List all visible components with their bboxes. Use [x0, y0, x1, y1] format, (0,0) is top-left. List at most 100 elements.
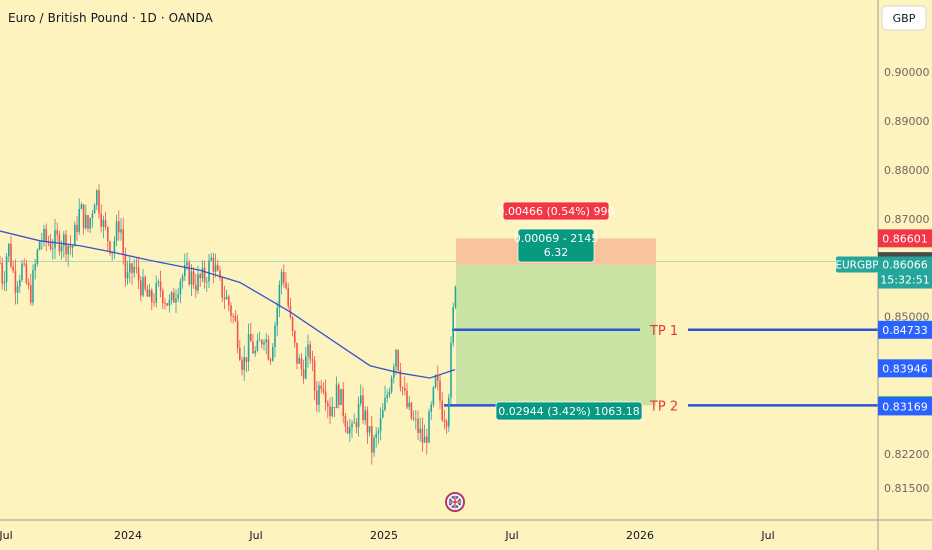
candle-body	[140, 280, 142, 296]
candle-body	[287, 288, 289, 307]
candle-body	[201, 267, 204, 279]
candle-body	[157, 281, 160, 283]
y-tick-label: 0.81500	[884, 482, 930, 495]
candle-body	[441, 400, 443, 420]
candle-body	[122, 229, 124, 254]
candle-body	[36, 249, 39, 265]
candle-body	[71, 245, 74, 248]
moving-average-line	[0, 230, 456, 379]
candle-body	[397, 350, 399, 371]
candle-body	[27, 282, 30, 286]
candle-body	[52, 248, 54, 250]
candle-body	[164, 302, 166, 304]
open-pnl-box-bg	[517, 228, 595, 263]
candle-body	[199, 274, 201, 279]
chart-title: Euro / British Pound · 1D · OANDA	[8, 11, 213, 25]
candle-body	[437, 375, 439, 381]
candle-body	[221, 277, 223, 298]
candle-body	[318, 385, 320, 405]
y-tick-label: 0.85000	[884, 311, 930, 324]
candle-body	[43, 228, 45, 242]
candle-body	[45, 228, 47, 242]
y-tick-label: 0.90000	[884, 66, 930, 79]
candle-body	[184, 265, 186, 277]
candle-body	[404, 387, 406, 391]
candle-body	[137, 267, 140, 281]
candle-body	[371, 426, 373, 453]
candle-body	[206, 281, 208, 283]
candle-body	[14, 270, 17, 293]
symbol-tag-text: EURGBP	[835, 260, 878, 272]
stop-loss-box: 0.00466 (0.54%) 990	[497, 201, 615, 221]
candle-body	[311, 359, 314, 361]
candle-body	[175, 298, 177, 303]
candle-body	[89, 218, 91, 229]
candle-body	[366, 410, 369, 433]
candle-body	[135, 266, 138, 268]
candle-body	[320, 385, 322, 389]
candle-body	[93, 205, 96, 214]
candle-body	[104, 219, 107, 228]
candle-body	[239, 347, 241, 360]
candle-body	[78, 208, 80, 233]
candle-body	[300, 358, 303, 370]
candle-body	[280, 271, 283, 285]
candle-body	[82, 204, 85, 229]
candle-body	[265, 339, 267, 343]
candle-body	[368, 426, 371, 433]
candle-body	[254, 350, 256, 354]
candle-body	[179, 281, 182, 295]
candle-body	[417, 418, 419, 433]
candle-body	[357, 403, 360, 428]
candle-body	[346, 426, 349, 434]
candle-body	[49, 243, 52, 250]
candle-body	[353, 422, 355, 424]
candle-body	[258, 340, 261, 342]
candle-body	[294, 330, 296, 343]
candle-body	[69, 245, 72, 248]
candle-body	[342, 389, 344, 416]
candle-body	[60, 245, 63, 252]
candle-body	[228, 296, 230, 306]
candle-body	[399, 370, 402, 388]
candle-body	[272, 347, 274, 361]
candle-body	[210, 257, 212, 261]
candle-body	[181, 276, 184, 282]
y-tick-label: 0.82200	[884, 448, 930, 461]
candle-body	[124, 253, 127, 279]
candle-body	[148, 290, 151, 297]
candle-body	[450, 342, 452, 398]
candle-body	[335, 384, 338, 408]
candle-body	[269, 359, 272, 361]
candle-body	[256, 340, 259, 351]
candle-body	[54, 230, 56, 249]
candle-body	[445, 421, 448, 427]
candle-body	[360, 395, 362, 404]
candle-body	[195, 284, 197, 291]
candle-body	[177, 294, 179, 299]
candle-body	[192, 271, 195, 285]
tp1-label: TP 1	[649, 324, 678, 339]
candle-body	[351, 423, 353, 428]
candle-body	[30, 285, 32, 303]
candle-body	[56, 230, 58, 235]
candle-body	[12, 266, 14, 271]
candle-body	[296, 342, 298, 364]
open-pnl-box-text: 0.00069 - 2145	[514, 232, 598, 245]
candle-body	[111, 252, 113, 254]
candle-body	[76, 224, 78, 233]
candle-body	[74, 224, 76, 246]
candle-body	[232, 315, 234, 317]
candle-body	[276, 307, 278, 326]
candle-body	[170, 292, 173, 300]
x-tick-label: 2025	[370, 529, 398, 542]
candle-body	[386, 394, 388, 398]
candle-body	[120, 229, 122, 233]
candle-body	[302, 369, 305, 379]
candle-body	[421, 428, 424, 443]
price-label	[878, 397, 932, 416]
x-tick-label: 2024	[114, 529, 142, 542]
candle-body	[214, 264, 217, 272]
